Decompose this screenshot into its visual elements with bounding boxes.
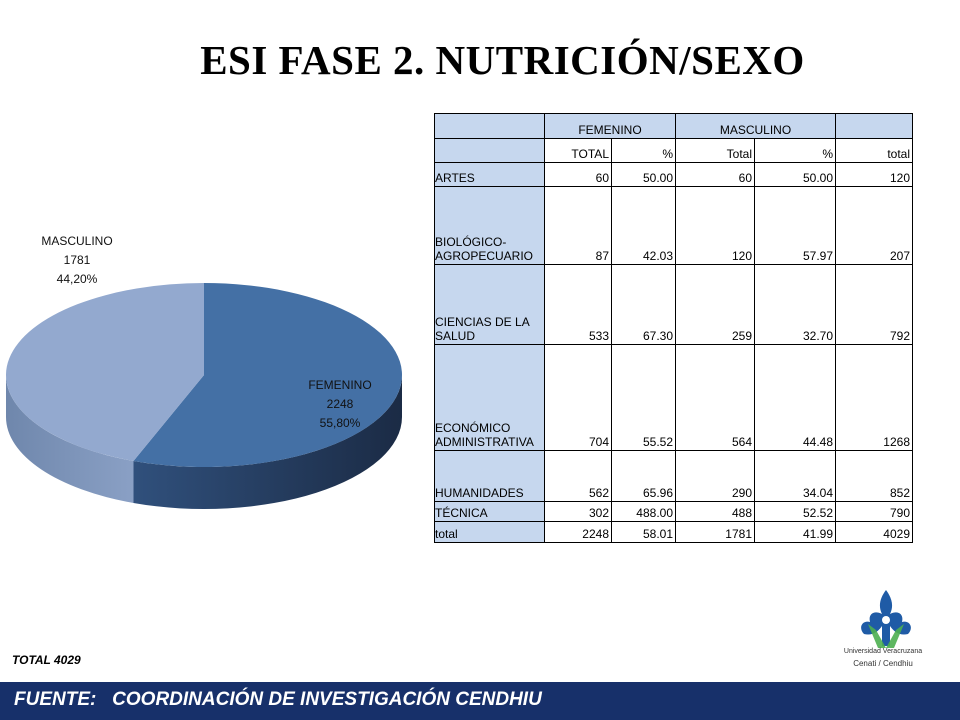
logo-unit-text: Cenati / Cendhiu [853,659,913,668]
table-header-masculino: MASCULINO [675,113,836,139]
table-cell: 488 [675,501,755,522]
table-subheader-cell: % [754,138,836,163]
table-cell: 4029 [835,521,913,543]
table-cell: 488.00 [611,501,676,522]
table-row: total 2248 58.01 1781 41.99 4029 [434,521,913,543]
table-cell: 290 [675,450,755,502]
table-row: BIOLÓGICO-AGROPECUARIO 87 42.03 120 57.9… [434,186,913,265]
pie-label-femenino-name: FEMENINO [308,378,372,392]
table-header-femenino: FEMENINO [544,113,676,139]
pie-chart [5,283,402,509]
table-cell: 57.97 [754,186,836,265]
pie-label-masculino-percent: 44,20% [56,272,98,286]
table-cell: 120 [675,186,755,265]
table-cell: 52.52 [754,501,836,522]
table-header-corner [434,113,545,139]
table-cell: 792 [835,264,913,345]
pie-slice-masculino [5,283,204,461]
table-cell: 42.03 [611,186,676,265]
table-cell: 58.01 [611,521,676,543]
table-cell: 87 [544,186,612,265]
data-table: FEMENINO MASCULINO TOTAL % Total % total… [434,113,913,543]
pie-label-masculino: MASCULINO 1781 44,20% [12,232,142,289]
pie-label-masculino-value: 1781 [63,253,91,267]
table-header-blank [835,113,913,139]
pie-label-femenino: FEMENINO 2248 55,80% [290,376,390,433]
slide-title: ESI FASE 2. NUTRICIÓN/SEXO [200,37,805,83]
table-subheader-cell: Total [675,138,755,163]
table-cell: 533 [544,264,612,345]
table-cell: 34.04 [754,450,836,502]
table-row: CIENCIAS DE LA SALUD 533 67.30 259 32.70… [434,264,913,345]
table-cell: 790 [835,501,913,522]
table-cell: 50.00 [754,162,836,187]
pie-label-femenino-percent: 55,80% [319,416,361,430]
table-row-label: HUMANIDADES [434,450,545,502]
pie-label-femenino-value: 2248 [326,397,354,411]
table-cell: 852 [835,450,913,502]
table-cell: 41.99 [754,521,836,543]
table-cell: 50.00 [611,162,676,187]
table-header-row-1: FEMENINO MASCULINO [434,113,913,139]
table-cell: 60 [544,162,612,187]
footer-bar: FUENTE: COORDINACIÓN DE INVESTIGACIÓN CE… [0,682,960,720]
logo-university-text: Universidad Veracruzana [843,648,923,655]
table-cell: 564 [675,344,755,451]
university-logo-icon [861,590,911,648]
table-row-label: TÉCNICA [434,501,545,522]
table-cell: 1781 [675,521,755,543]
table-row-label: ARTES [434,162,545,187]
table-subheader-corner [434,138,545,163]
table-row: TÉCNICA 302 488.00 488 52.52 790 [434,501,913,522]
table-cell: 302 [544,501,612,522]
pie-side-masculino [6,375,134,503]
pie-side-femenino [133,375,402,509]
table-cell: 44.48 [754,344,836,451]
table-subheader-cell: total [835,138,913,163]
table-row: ECONÓMICO ADMINISTRATIVA 704 55.52 564 4… [434,344,913,451]
table-cell: 55.52 [611,344,676,451]
table-cell: 67.30 [611,264,676,345]
footer-source-text: FUENTE: COORDINACIÓN DE INVESTIGACIÓN CE… [14,689,542,710]
table-subheader-cell: TOTAL [544,138,612,163]
table-cell: 562 [544,450,612,502]
table-row: HUMANIDADES 562 65.96 290 34.04 852 [434,450,913,502]
table-row-label: ECONÓMICO ADMINISTRATIVA [434,344,545,451]
table-row-label: total [434,521,545,543]
table-subheader-cell: % [611,138,676,163]
table-cell: 60 [675,162,755,187]
pie-label-masculino-name: MASCULINO [41,234,113,248]
table-cell: 32.70 [754,264,836,345]
total-note: TOTAL 4029 [12,653,81,667]
table-cell: 65.96 [611,450,676,502]
table-cell: 2248 [544,521,612,543]
table-cell: 120 [835,162,913,187]
table-row-label: BIOLÓGICO-AGROPECUARIO [434,186,545,265]
table-row: ARTES 60 50.00 60 50.00 120 [434,162,913,187]
table-cell: 1268 [835,344,913,451]
table-cell: 207 [835,186,913,265]
table-header-row-2: TOTAL % Total % total [434,138,913,163]
table-cell: 704 [544,344,612,451]
pie-slice-femenino [133,283,402,467]
table-cell: 259 [675,264,755,345]
table-row-label: CIENCIAS DE LA SALUD [434,264,545,345]
